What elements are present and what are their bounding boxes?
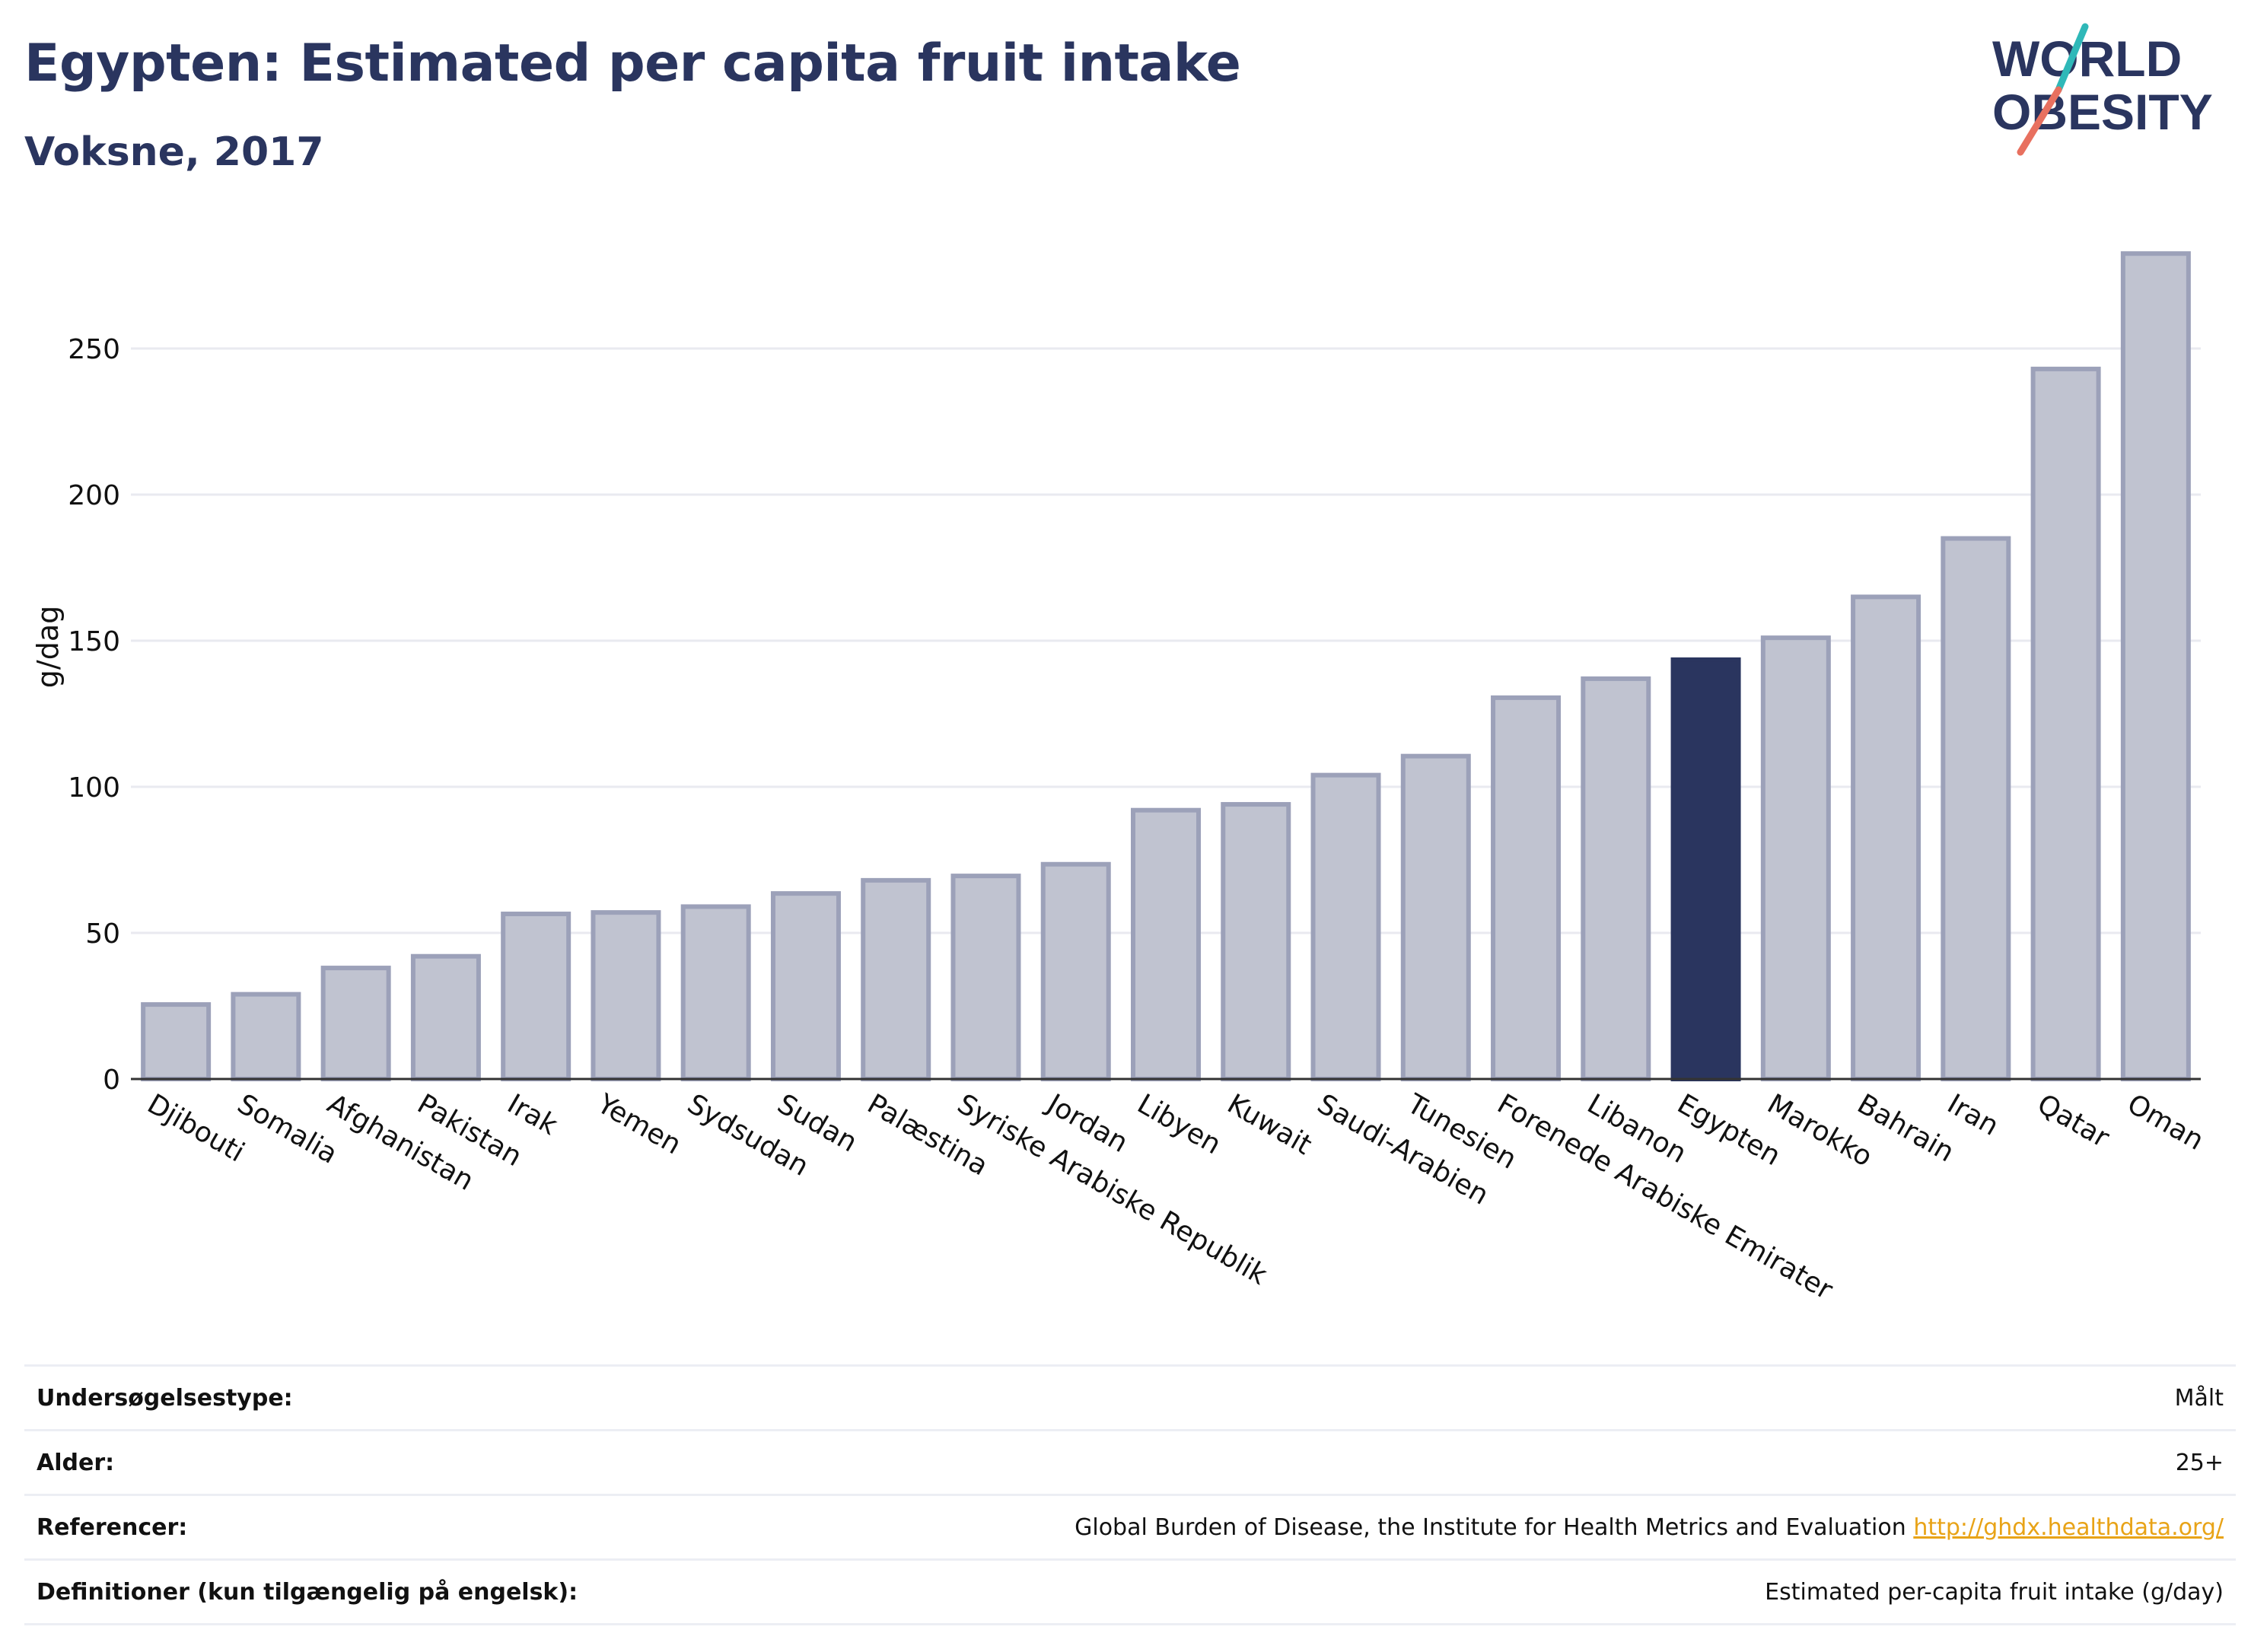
bar[interactable] [1310,772,1381,1081]
x-tick-label: Qatar [2032,1088,2114,1154]
meta-row-definitions: Definitioner (kun tilgængelig på engelsk… [24,1558,2236,1625]
world-obesity-logo: WORLD OBESITY [1992,23,2213,156]
x-tick-label: Oman [2122,1088,2208,1157]
bar[interactable] [861,877,931,1081]
bar[interactable] [320,966,391,1081]
x-tick-label: Syriske Arabiske Republik [952,1088,1272,1291]
bar[interactable] [141,1002,212,1081]
bar[interactable] [1941,536,2011,1081]
logo-slash-teal [2055,23,2089,94]
x-tick-label: Yemen [591,1088,686,1161]
bar[interactable] [950,874,1021,1081]
meta-label: Undersøgelsestype: [37,1384,293,1412]
bar[interactable] [680,904,751,1081]
logo-line1: WORLD [1992,30,2182,87]
x-tick-label: Kuwait [1222,1088,1317,1161]
metadata-table: Undersøgelsestype: Målt Alder: 25+ Refer… [24,1364,2236,1625]
bar[interactable] [1040,861,1111,1081]
y-tick-label: 200 [68,480,120,511]
bar[interactable] [2030,366,2101,1081]
meta-value: Målt [2174,1384,2224,1412]
meta-row-survey-type: Undersøgelsestype: Målt [24,1364,2236,1429]
reference-link[interactable]: http://ghdx.healthdata.org/ [1913,1514,2224,1541]
y-axis: 0 50 100 150 200 250 [68,334,120,1096]
meta-value: Estimated per-capita fruit intake (g/day… [1765,1578,2224,1606]
bar[interactable] [1221,802,1291,1082]
y-tick-label: 0 [103,1065,120,1096]
chart-subtitle: Voksne, 2017 [24,129,324,175]
y-tick-label: 150 [68,626,120,657]
logo-slash-coral [2017,86,2062,156]
chart-title: Egypten: Estimated per capita fruit inta… [24,33,1241,94]
bar-chart: 0 50 100 150 200 250 DjiboutiSomaliaAfghanist… [31,251,2209,1306]
bar[interactable] [1400,753,1471,1081]
bar[interactable] [770,891,841,1082]
y-tick-label: 250 [68,334,120,365]
x-tick-label: Somalia [232,1088,342,1170]
x-tick-label: Djibouti [142,1088,250,1168]
x-tick-label: Iran [1942,1088,2004,1142]
bar[interactable] [1131,807,1201,1081]
x-tick-label: Libyen [1132,1088,1227,1160]
x-tick-label: Egypten [1672,1088,1785,1172]
logo-line2: OBESITY [1992,84,2213,140]
meta-value: Global Burden of Disease, the Institute … [1075,1514,2224,1541]
bar[interactable] [1491,695,1562,1081]
y-tick-label: 50 [85,918,120,950]
bar[interactable] [591,910,661,1081]
bar[interactable] [2120,251,2191,1082]
meta-row-age: Alder: 25+ [24,1429,2236,1494]
meta-label: Alder: [37,1449,115,1476]
meta-value: 25+ [2175,1449,2224,1476]
meta-label: Definitioner (kun tilgængelig på engelsk… [37,1578,578,1606]
bar[interactable] [1851,594,1921,1081]
meta-label: Referencer: [37,1514,188,1541]
bar[interactable] [231,992,301,1082]
bar[interactable] [501,912,572,1082]
y-axis-label: g/dag [31,606,65,688]
bar[interactable] [1760,635,1831,1081]
x-tick-label: Irak [502,1088,563,1141]
bar[interactable] [1670,657,1741,1081]
meta-row-references: Referencer: Global Burden of Disease, th… [24,1494,2236,1558]
bar[interactable] [1581,676,1651,1081]
y-tick-label: 100 [68,772,120,804]
reference-text: Global Burden of Disease, the Institute … [1075,1514,1906,1541]
bar[interactable] [410,953,481,1081]
bars [131,251,2201,1082]
